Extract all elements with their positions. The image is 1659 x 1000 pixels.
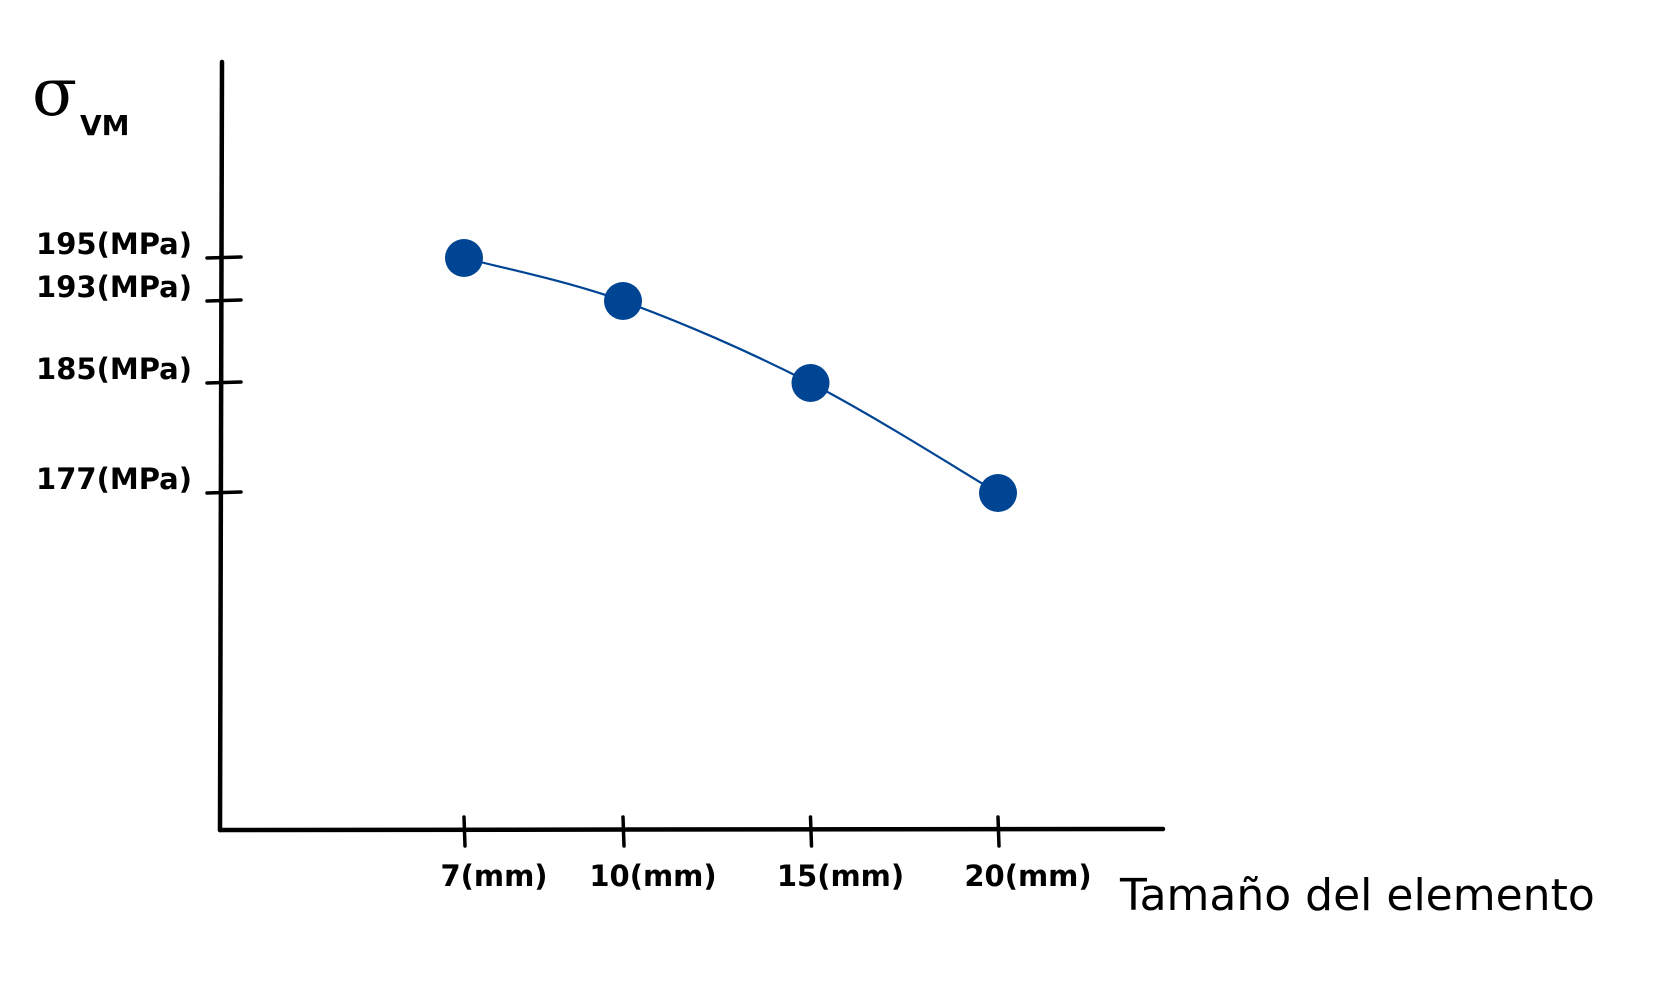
- y-tick-label-0: 195(MPa): [36, 227, 192, 261]
- y-axis-subscript: VM: [80, 109, 130, 142]
- series-line-0: [463, 256, 999, 494]
- y-tick-1: [205, 298, 243, 303]
- x-tick-3: [996, 815, 1001, 848]
- x-tick-label-3: 20(mm): [964, 859, 1091, 893]
- data-point-0: [445, 239, 483, 277]
- y-tick-label-2: 185(MPa): [36, 352, 192, 386]
- y-ticks: 195(MPa) 193(MPa) 185(MPa) 177(MPa): [36, 227, 243, 496]
- y-axis-line: [217, 59, 225, 833]
- x-tick-label-1: 10(mm): [589, 859, 716, 893]
- x-axis-line: [217, 826, 1166, 833]
- y-axis-symbol: σ: [32, 54, 77, 131]
- x-axis-title: Tamaño del elemento: [1119, 870, 1595, 921]
- x-ticks: 7(mm) 10(mm) 15(mm) 20(mm): [440, 815, 1092, 893]
- x-tick-2: [808, 815, 814, 848]
- y-tick-label-1: 193(MPa): [36, 270, 192, 304]
- x-tick-label-2: 15(mm): [777, 859, 904, 893]
- x-tick-0: [462, 815, 467, 848]
- data-point-3: [979, 474, 1017, 512]
- series: [445, 239, 1017, 512]
- x-tick-1: [621, 815, 626, 848]
- y-axis-title: σ VM: [32, 54, 130, 142]
- y-tick-0: [205, 255, 243, 260]
- y-tick-label-3: 177(MPa): [36, 462, 192, 496]
- y-tick-2: [205, 380, 243, 385]
- data-point-2: [791, 364, 830, 402]
- y-tick-3: [205, 490, 243, 495]
- x-tick-label-0: 7(mm): [440, 859, 547, 893]
- data-point-1: [604, 282, 642, 320]
- axes: [217, 59, 1166, 833]
